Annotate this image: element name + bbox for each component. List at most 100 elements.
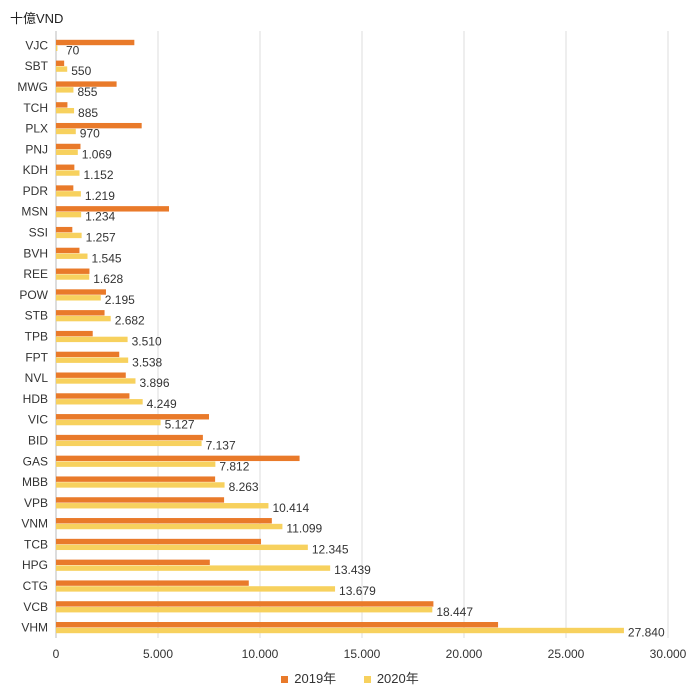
data-label: 2.195 xyxy=(105,293,135,307)
bar-2020 xyxy=(56,45,58,51)
category-label: MSN xyxy=(21,205,48,219)
data-label: 70 xyxy=(66,43,80,57)
data-label: 27.840 xyxy=(628,626,665,640)
data-label: 10.414 xyxy=(272,501,309,515)
category-label: FPT xyxy=(25,350,48,364)
bar-2019 xyxy=(56,164,75,170)
bar-2020 xyxy=(56,87,74,93)
bar-2019 xyxy=(56,206,170,212)
bar-2020 xyxy=(56,149,78,155)
legend-swatch-2019 xyxy=(281,676,289,684)
category-label: HDB xyxy=(23,392,48,406)
category-label: HPG xyxy=(22,558,48,572)
bar-2020 xyxy=(56,170,80,176)
bar-2020 xyxy=(56,357,129,363)
bar-2019 xyxy=(56,39,135,46)
x-tick-label: 15.000 xyxy=(344,647,381,661)
bar-2019 xyxy=(56,414,209,420)
bar-2020 xyxy=(56,191,81,197)
category-label: VIC xyxy=(28,413,48,427)
bar-2019 xyxy=(56,580,249,586)
bar-2020 xyxy=(56,378,136,384)
bar-2019 xyxy=(56,455,300,462)
bar-2020 xyxy=(56,107,75,114)
x-tick-label: 0 xyxy=(53,647,60,661)
legend-item-2020: 2020年 xyxy=(363,668,419,687)
data-label: 2.682 xyxy=(115,314,145,328)
bar-2019 xyxy=(56,247,80,254)
category-label: GAS xyxy=(23,454,48,468)
legend-label-2019: 2019年 xyxy=(294,671,337,686)
data-label: 1.152 xyxy=(84,168,114,182)
legend-swatch-2020 xyxy=(363,676,371,684)
data-label: 3.896 xyxy=(139,376,169,390)
bar-2019 xyxy=(56,185,74,191)
category-label: TPB xyxy=(25,330,48,344)
bar-2020 xyxy=(56,627,624,634)
data-label: 1.545 xyxy=(92,251,122,265)
bar-2019 xyxy=(56,476,216,482)
bar-2020 xyxy=(56,440,202,447)
data-label: 3.510 xyxy=(132,335,162,349)
data-label: 550 xyxy=(71,64,91,78)
category-label: POW xyxy=(19,288,48,302)
category-label: BID xyxy=(28,433,48,447)
x-tick-label: 30.000 xyxy=(650,647,687,661)
x-tick-label: 5.000 xyxy=(143,647,173,661)
data-label: 12.345 xyxy=(312,542,349,556)
category-label: CTG xyxy=(23,579,48,593)
bar-2019 xyxy=(56,143,81,150)
bar-2019 xyxy=(56,434,203,441)
data-label: 1.219 xyxy=(85,189,115,203)
bar-2019 xyxy=(56,268,90,274)
data-label: 1.069 xyxy=(82,147,112,161)
bar-2019 xyxy=(56,102,68,108)
data-label: 1.628 xyxy=(93,272,123,286)
bar-2020 xyxy=(56,66,68,72)
category-label: VCB xyxy=(23,600,48,614)
bar-2020 xyxy=(56,544,308,551)
legend-item-2019: 2019年 xyxy=(281,668,336,687)
category-label: VHM xyxy=(21,621,48,635)
bar-2020 xyxy=(56,565,331,571)
category-label: SBT xyxy=(25,59,49,73)
bar-2020 xyxy=(56,274,90,280)
bar-2019 xyxy=(56,289,106,295)
bar-2020 xyxy=(56,211,82,218)
bar-2020 xyxy=(56,523,283,530)
bar-2019 xyxy=(56,226,73,233)
category-label: SSI xyxy=(29,226,48,240)
bar-2020 xyxy=(56,607,433,613)
data-label: 7.137 xyxy=(206,438,236,452)
bar-2020 xyxy=(56,399,143,405)
category-label: VNM xyxy=(21,517,48,531)
data-label: 885 xyxy=(78,106,98,120)
data-label: 5.127 xyxy=(165,418,195,432)
x-tick-label: 10.000 xyxy=(242,647,279,661)
bar-2019 xyxy=(56,81,117,87)
category-label: MBB xyxy=(22,475,48,489)
data-label: 13.679 xyxy=(339,584,376,598)
bar-2020 xyxy=(56,315,111,322)
category-label: KDH xyxy=(23,163,48,177)
bar-2020 xyxy=(56,503,269,509)
bar-2020 xyxy=(56,232,82,239)
category-label: PLX xyxy=(25,122,48,136)
data-label: 7.812 xyxy=(219,459,249,473)
bar-2020 xyxy=(56,482,225,488)
data-label: 8.263 xyxy=(229,480,259,494)
legend-label-2020: 2020年 xyxy=(376,671,419,686)
bar-2020 xyxy=(56,419,161,426)
bar-2019 xyxy=(56,601,434,607)
legend: 2019年 2020年 xyxy=(0,668,700,687)
bar-2019 xyxy=(56,122,142,129)
bar-2019 xyxy=(56,559,210,566)
bar-2020 xyxy=(56,586,336,592)
bar-2019 xyxy=(56,622,499,628)
category-label: TCB xyxy=(24,537,48,551)
bar-2020 xyxy=(56,128,76,135)
category-label: PDR xyxy=(23,184,49,198)
category-label: PNJ xyxy=(25,142,48,156)
